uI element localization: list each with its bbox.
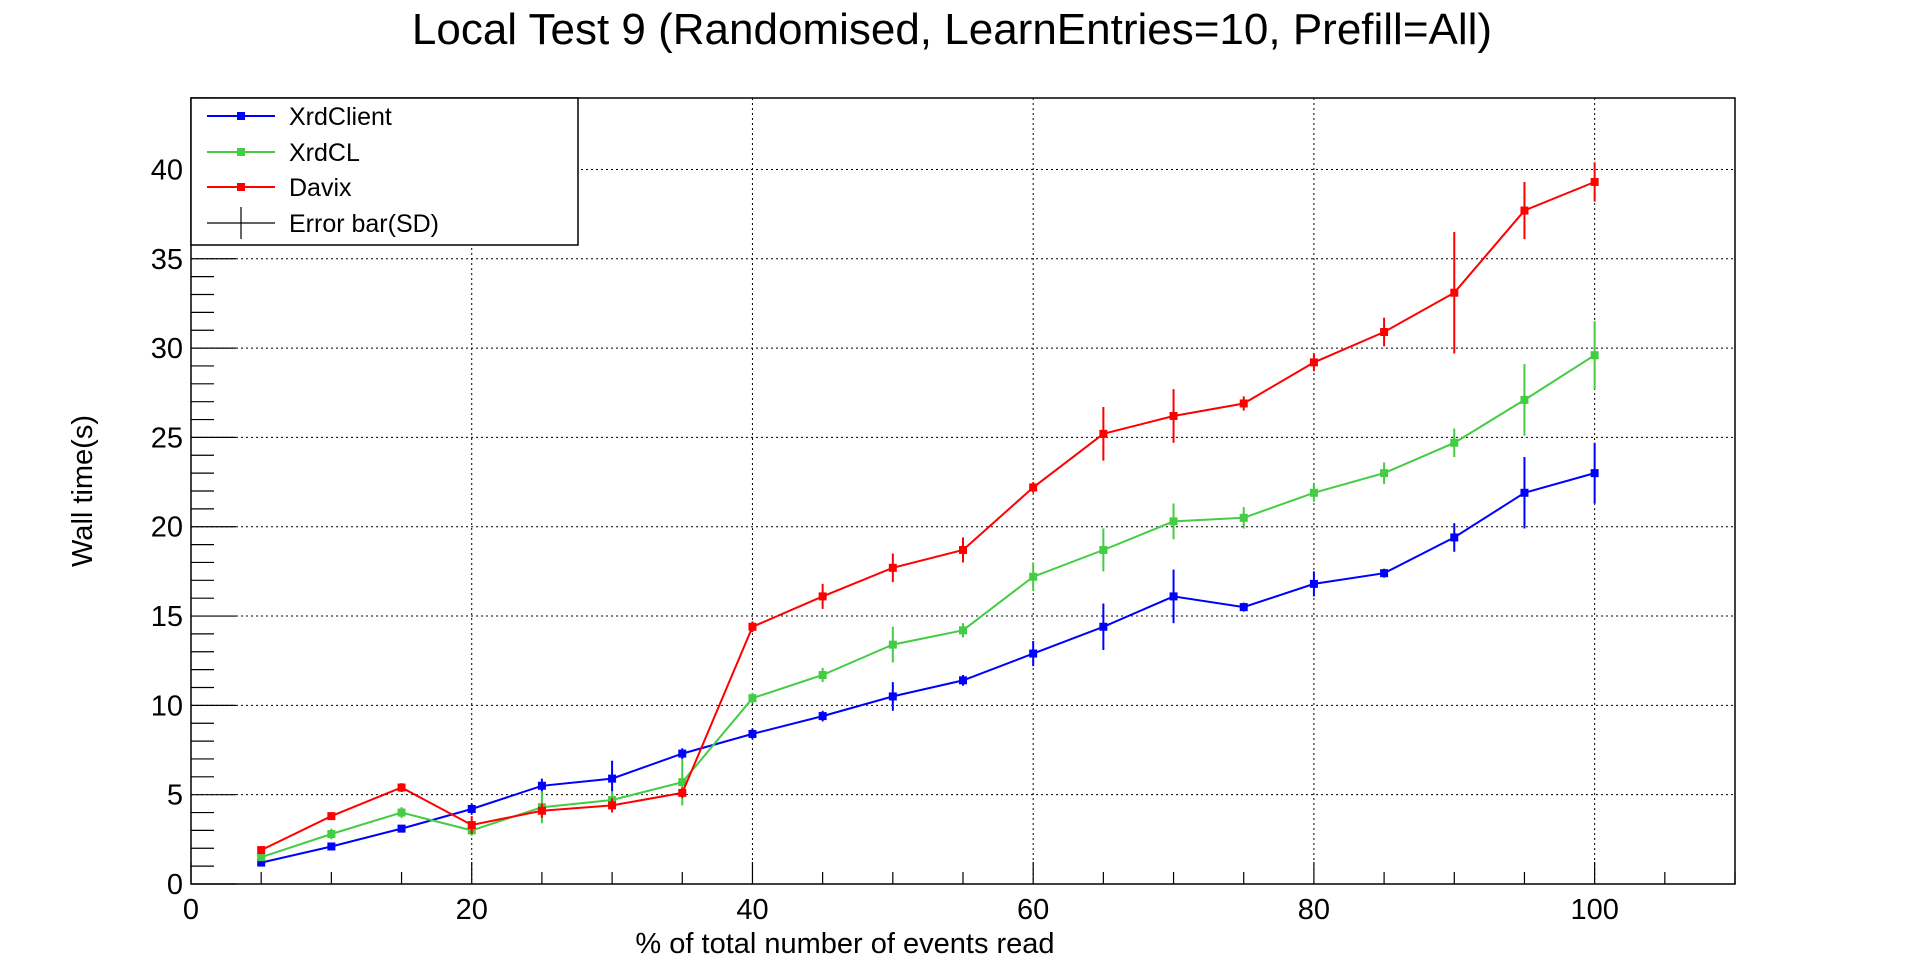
data-point (1239, 399, 1248, 408)
legend-entry-error-bar: Error bar(SD) (207, 207, 439, 239)
legend: XrdClient XrdCL Davix Error bar(SD) (190, 97, 579, 246)
data-point (818, 712, 827, 721)
data-point (1590, 469, 1599, 478)
y-tick-label: 0 (167, 869, 183, 901)
data-point (608, 774, 617, 783)
data-point (467, 804, 476, 813)
data-point (1450, 288, 1459, 297)
series-line (260, 354, 1596, 859)
data-point (327, 812, 336, 821)
data-point (537, 806, 546, 815)
data-point (888, 640, 897, 649)
y-tick-label: 25 (151, 422, 183, 454)
grid (191, 98, 1735, 884)
legend-marker (237, 112, 245, 120)
y-tick-label: 5 (167, 780, 183, 812)
data-point (257, 846, 266, 855)
y-tick-label: 15 (151, 601, 183, 633)
y-tick-label: 35 (151, 244, 183, 276)
legend-entry-xrdcl: XrdCL (207, 139, 360, 167)
data-point (1029, 483, 1038, 492)
y-tick-label: 40 (151, 154, 183, 186)
data-point (1590, 177, 1599, 186)
legend-label: Davix (289, 174, 352, 202)
data-point (327, 829, 336, 838)
data-point (678, 749, 687, 758)
data-point (1380, 569, 1389, 578)
data-point (1239, 603, 1248, 612)
series-davix (257, 162, 1599, 855)
data-point (1099, 545, 1108, 554)
data-point (1239, 513, 1248, 522)
chart-title: Local Test 9 (Randomised, LearnEntries=1… (412, 5, 1492, 54)
data-point (1520, 395, 1529, 404)
data-point (888, 563, 897, 572)
legend-marker (237, 183, 245, 191)
data-point (1169, 592, 1178, 601)
data-point (1099, 429, 1108, 438)
data-point (888, 692, 897, 701)
data-point (748, 729, 757, 738)
data-point (1309, 488, 1318, 497)
legend-label: XrdClient (289, 103, 392, 131)
data-point (397, 808, 406, 817)
series-line (260, 472, 1595, 864)
data-point (959, 626, 967, 635)
data-point (1029, 572, 1038, 581)
data-point (1099, 622, 1108, 631)
data-point (1450, 438, 1459, 447)
data-point (1450, 533, 1459, 542)
data-point (748, 694, 757, 703)
series-xrdcl (257, 321, 1599, 862)
series-line (260, 181, 1595, 851)
y-tick-label: 20 (151, 512, 183, 544)
y-axis-label: Wall time(s) (67, 415, 99, 567)
legend-label: Error bar(SD) (289, 210, 439, 238)
data-point (257, 853, 266, 862)
x-tick-label: 100 (1570, 894, 1618, 926)
data-point (959, 676, 967, 685)
legend-box (190, 97, 579, 246)
y-tick-label: 10 (151, 690, 183, 722)
data-point (1590, 351, 1599, 360)
data-point (537, 781, 546, 790)
y-tick-label: 30 (151, 333, 183, 365)
series-xrdclient (257, 442, 1599, 867)
data-point (1029, 649, 1038, 658)
data-point (1520, 488, 1529, 497)
data-point (608, 801, 617, 810)
data-point (678, 778, 687, 787)
data-point (1169, 517, 1178, 526)
data-point (467, 821, 476, 830)
data-point (327, 842, 336, 851)
plot-frame (190, 97, 1736, 885)
legend-marker (237, 148, 245, 156)
data-point (1520, 206, 1529, 215)
x-axis-label: % of total number of events read (635, 928, 1054, 960)
data-point (748, 622, 757, 631)
data-point (1380, 328, 1389, 337)
data-point (257, 858, 266, 867)
legend-entry-xrdclient: XrdClient (207, 103, 392, 131)
x-tick-label: 20 (456, 894, 488, 926)
data-point (397, 783, 406, 792)
data-point (1380, 469, 1389, 478)
legend-label: XrdCL (289, 139, 360, 167)
x-tick-label: 40 (736, 894, 768, 926)
data-point (818, 592, 827, 601)
data-point (1169, 411, 1178, 420)
x-tick-label: 80 (1298, 894, 1330, 926)
axis-ticks: 0 20 40 60 80 100 0 5 10 15 20 25 30 35 40 (151, 97, 1736, 926)
data-point (818, 670, 827, 679)
data-point (1309, 579, 1318, 588)
legend-entry-davix: Davix (207, 174, 352, 202)
data-point (959, 545, 967, 554)
data-point (397, 824, 406, 833)
data-point (678, 788, 687, 797)
x-tick-label: 60 (1017, 894, 1049, 926)
x-tick-label: 0 (183, 894, 199, 926)
data-point (1309, 358, 1318, 367)
data-series (257, 162, 1599, 867)
